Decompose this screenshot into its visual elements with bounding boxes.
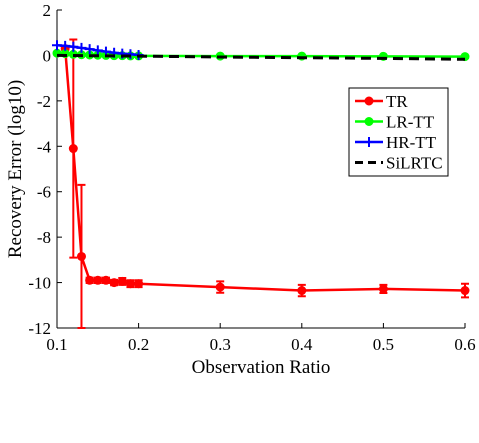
data-point [215,282,225,292]
data-point [101,275,111,285]
data-point [68,144,78,154]
x-tick-label: 0.6 [454,335,475,354]
data-point [68,41,79,52]
legend-label: HR-TT [386,133,437,152]
data-point [92,45,103,56]
data-point [93,275,103,285]
x-tick-label: 0.2 [128,335,149,354]
legend-marker [364,96,374,106]
y-tick-label: -4 [37,137,52,156]
legend-item-silrtc: SiLRTC [355,154,443,173]
data-point [297,286,307,296]
y-tick-label: -12 [28,319,51,338]
y-axis-label: Recovery Error (log10) [5,80,26,258]
y-tick-label: 0 [43,46,52,65]
data-point [76,42,87,53]
legend-item-hr-tt: HR-TT [355,133,437,152]
y-tick-label: -8 [37,228,51,247]
y-tick-label: -10 [28,274,51,293]
data-point [134,279,144,289]
plot-series [52,38,470,329]
series-lr-tt [52,48,470,62]
series-tr [60,38,470,329]
series-line [56,53,466,61]
legend-label: LR-TT [386,113,435,132]
axes: 2 0 -2 -4 -6 -8 -10 -120.1 0.2 0.3 0.4 0.5 0.6 Observ… [5,1,476,378]
y-tick-label: 2 [43,1,52,20]
legend-label: TR [386,92,408,111]
data-point [109,278,119,288]
legend-item-lr-tt: LR-TT [355,113,435,132]
x-tick-label: 0.3 [210,335,231,354]
data-point [76,251,86,261]
legend-marker [364,137,374,147]
data-point [125,279,135,289]
data-point [85,275,95,285]
data-point [117,276,127,286]
legend-label: SiLRTC [386,154,443,173]
x-tick-label: 0.4 [291,335,313,354]
data-point [378,284,388,294]
legend-marker [364,117,374,126]
legend-item-tr: TR [355,92,408,111]
data-point [84,44,95,55]
x-axis-label: Observation Ratio [192,357,331,378]
data-point [460,286,470,296]
y-tick-label: -6 [37,183,51,202]
y-tick-label: -2 [37,92,51,111]
x-tick-label: 0.1 [46,335,67,354]
series-silrtc [56,53,466,61]
x-tick-label: 0.5 [373,335,394,354]
